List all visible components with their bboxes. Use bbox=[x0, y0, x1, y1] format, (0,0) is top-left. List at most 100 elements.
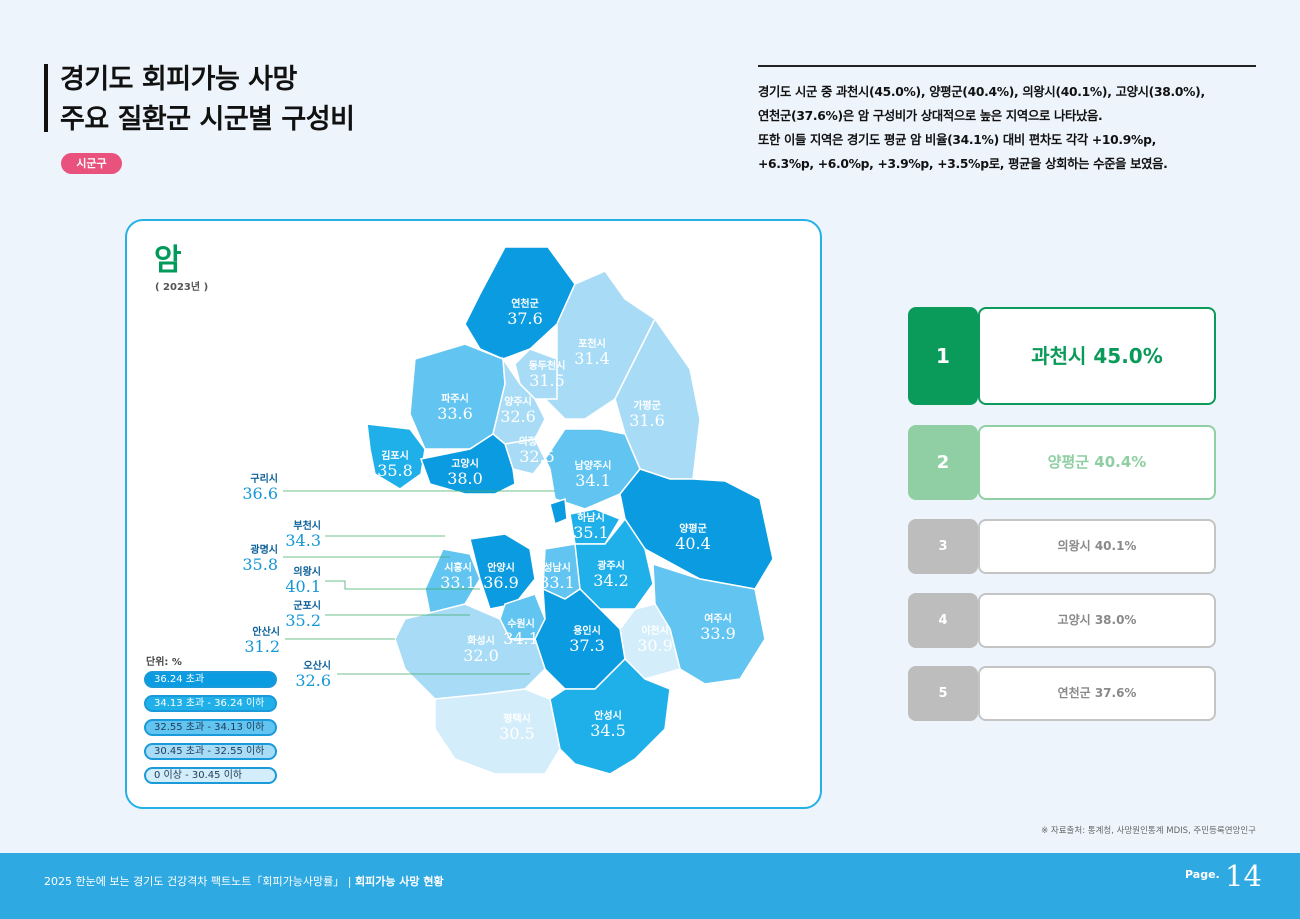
region-namyangju bbox=[544, 428, 641, 510]
region-value-14: 36.9 bbox=[483, 573, 519, 592]
category-badge: 시군구 bbox=[61, 153, 122, 174]
region-value-10: 45.0 bbox=[504, 521, 540, 540]
region-value-12: 40.4 bbox=[675, 534, 711, 553]
region-label-20: 여주시 bbox=[704, 612, 732, 625]
legend-item-3: 30.45 초과 - 32.55 이하 bbox=[144, 743, 277, 760]
region-value-23: 34.5 bbox=[590, 721, 626, 740]
region-value-11: 35.1 bbox=[573, 523, 609, 542]
map-region-labels: 연천군37.6포천시31.4동두천시31.5파주시33.6양주시32.6가평군3… bbox=[377, 297, 736, 743]
region-label-8: 고양시 bbox=[451, 458, 479, 470]
rank-item-4: 고양시 38.0% bbox=[978, 593, 1216, 648]
region-value-2: 31.5 bbox=[529, 371, 565, 390]
region-label-19: 이천시 bbox=[641, 624, 669, 637]
region-label-7: 김포시 bbox=[381, 450, 409, 462]
region-label-10: 과천시 bbox=[508, 509, 536, 522]
region-label-16: 광주시 bbox=[597, 560, 625, 572]
rank-number-2: 2 bbox=[908, 425, 978, 500]
page-footer: 2025 한눈에 보는 경기도 건강격차 팩트노트「회피가능사망률」 | 회피가… bbox=[0, 853, 1300, 919]
outside-value-0: 36.6 bbox=[242, 484, 278, 503]
map-regions bbox=[366, 246, 774, 775]
footer-text: 2025 한눈에 보는 경기도 건강격차 팩트노트「회피가능사망률」 | 회피가… bbox=[44, 875, 444, 888]
region-value-3: 33.6 bbox=[437, 404, 473, 423]
outside-value-4: 35.2 bbox=[285, 611, 321, 630]
rank-item-5: 연천군 37.6% bbox=[978, 666, 1216, 721]
region-label-23: 안성시 bbox=[594, 709, 622, 722]
region-label-0: 연천군 bbox=[511, 297, 539, 310]
region-value-4: 32.6 bbox=[500, 407, 536, 426]
region-goyang bbox=[420, 433, 516, 495]
page-title: 경기도 회피가능 사망 주요 질환군 시군별 구성비 bbox=[60, 64, 355, 135]
region-value-15: 33.1 bbox=[539, 573, 575, 592]
region-label-5: 가평군 bbox=[633, 399, 661, 412]
outside-value-5: 31.2 bbox=[244, 637, 280, 656]
region-value-5: 31.6 bbox=[629, 411, 665, 430]
region-gwacheon bbox=[549, 497, 568, 526]
region-yeoncheon bbox=[464, 246, 576, 360]
region-value-21: 32.0 bbox=[463, 646, 499, 665]
rank-number-5: 5 bbox=[908, 666, 978, 721]
region-value-0: 37.6 bbox=[507, 309, 543, 328]
region-label-6: 의정부시 bbox=[519, 435, 556, 448]
rank-number-4: 4 bbox=[908, 593, 978, 648]
gyeonggi-choropleth-map: 연천군37.6포천시31.4동두천시31.5파주시33.6양주시32.6가평군3… bbox=[242, 246, 774, 775]
region-value-16: 34.2 bbox=[593, 571, 629, 590]
outside-value-3: 40.1 bbox=[285, 577, 321, 596]
outside-label-2: 광명시 bbox=[250, 543, 278, 556]
region-label-4: 양주시 bbox=[504, 396, 532, 408]
legend-item-0: 36.24 초과 bbox=[144, 671, 277, 688]
description-text: 경기도 시군 중 과천시(45.0%), 양평군(40.4%), 의왕시(40.… bbox=[758, 85, 1205, 171]
region-value-7: 35.8 bbox=[377, 461, 413, 480]
region-label-13: 시흥시 bbox=[444, 561, 472, 574]
rank-item-2: 양평군 40.4% bbox=[978, 425, 1216, 500]
region-hwaseong bbox=[394, 603, 546, 700]
outside-label-5: 안산시 bbox=[252, 625, 280, 638]
outside-label-1: 부천시 bbox=[293, 519, 321, 532]
footer-section: 회피가능 사망 현황 bbox=[354, 875, 444, 888]
legend-unit: 단위: % bbox=[146, 657, 182, 668]
region-label-12: 양평군 bbox=[679, 522, 707, 535]
rank-number-1: 1 bbox=[908, 307, 978, 405]
data-source: ※ 자료출처: 통계청, 사망원인통계 MDIS, 주민등록연앙인구 bbox=[1041, 826, 1256, 836]
page-label: Page. bbox=[1185, 868, 1220, 881]
region-pocheon bbox=[544, 270, 656, 420]
title-accent-bar bbox=[44, 64, 48, 132]
legend-item-1: 34.13 초과 - 36.24 이하 bbox=[144, 695, 277, 712]
rank-item-1: 과천시 45.0% bbox=[978, 307, 1216, 405]
description-divider bbox=[758, 65, 1256, 67]
region-label-9: 남양주시 bbox=[575, 459, 612, 472]
region-anyang bbox=[469, 533, 536, 610]
legend-item-4: 0 이상 - 30.45 이하 bbox=[144, 767, 277, 784]
region-value-18: 37.3 bbox=[569, 636, 605, 655]
region-value-22: 30.5 bbox=[499, 724, 535, 743]
leader-line-3 bbox=[325, 580, 480, 590]
outside-label-6: 오산시 bbox=[303, 659, 331, 672]
outside-value-1: 34.3 bbox=[285, 531, 321, 550]
region-pyeongtaek bbox=[434, 688, 561, 775]
map-title: 암 bbox=[154, 243, 182, 278]
leader-lines bbox=[283, 490, 555, 675]
region-label-3: 파주시 bbox=[441, 392, 469, 405]
region-label-22: 평택시 bbox=[503, 712, 531, 725]
region-label-18: 용인시 bbox=[573, 624, 601, 637]
region-value-9: 34.1 bbox=[575, 471, 611, 490]
region-value-6: 32.5 bbox=[519, 447, 555, 466]
region-label-1: 포천시 bbox=[578, 337, 606, 350]
region-value-13: 33.1 bbox=[440, 573, 476, 592]
rank-number-3: 3 bbox=[908, 519, 978, 574]
rank-item-3: 의왕시 40.1% bbox=[978, 519, 1216, 574]
legend-item-2: 32.55 초과 - 34.13 이하 bbox=[144, 719, 277, 736]
region-anseong bbox=[549, 657, 671, 775]
outside-label-3: 의왕시 bbox=[293, 565, 321, 578]
region-label-2: 동두천시 bbox=[529, 359, 566, 372]
region-label-15: 성남시 bbox=[543, 561, 571, 574]
region-value-19: 30.9 bbox=[637, 636, 673, 655]
region-hanam bbox=[569, 508, 622, 545]
outside-label-4: 군포시 bbox=[293, 600, 321, 612]
page-number: 14 bbox=[1225, 859, 1262, 893]
region-label-11: 하남시 bbox=[577, 511, 605, 524]
map-year: ( 2023년 ) bbox=[155, 282, 209, 293]
region-value-1: 31.4 bbox=[574, 349, 610, 368]
region-gimpo bbox=[366, 423, 426, 490]
region-label-14: 안양시 bbox=[487, 561, 515, 574]
outside-value-2: 35.8 bbox=[242, 555, 278, 574]
